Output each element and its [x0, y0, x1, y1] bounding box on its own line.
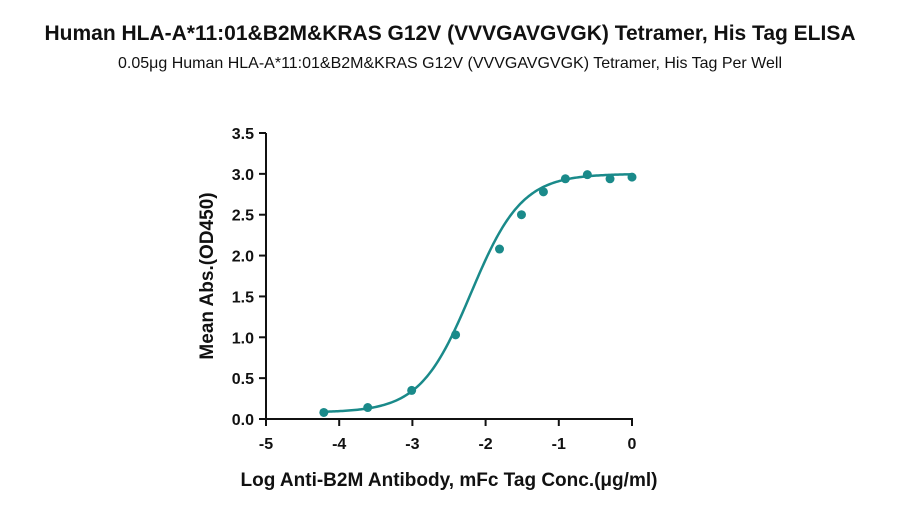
y-axis-ticks: 0.0 0.5 1.0 1.5 2.0 2.5 3.0 3.5 — [232, 126, 266, 429]
x-tick-label: -3 — [405, 436, 419, 453]
y-axis-label: Mean Abs.(OD450) — [197, 192, 218, 359]
data-point — [560, 174, 570, 184]
x-tick-label: -5 — [259, 436, 273, 453]
data-point — [319, 407, 329, 417]
x-tick-label: -2 — [478, 436, 492, 453]
data-point — [605, 174, 615, 184]
x-axis-label: Log Anti-B2M Antibody, mFc Tag Conc.(μg/… — [241, 470, 658, 491]
y-tick-label: 1.0 — [232, 330, 254, 347]
data-point — [516, 210, 526, 220]
chart-title: Human HLA-A*11:01&B2M&KRAS G12V (VVVGAVG… — [44, 22, 856, 45]
chart-subtitle: 0.05μg Human HLA-A*11:01&B2M&KRAS G12V (… — [117, 55, 782, 72]
x-tick-label: -1 — [552, 436, 566, 453]
y-tick-label: 3.0 — [232, 167, 254, 184]
data-points — [319, 170, 637, 417]
axes — [265, 133, 633, 420]
fit-curve — [323, 173, 633, 413]
data-point — [538, 187, 548, 197]
x-tick-label: 0 — [628, 436, 637, 453]
y-tick-label: 1.5 — [232, 289, 254, 306]
data-point — [495, 244, 505, 254]
y-tick-label: 2.0 — [232, 249, 254, 266]
data-point — [451, 330, 461, 340]
data-point — [363, 403, 373, 413]
x-axis-ticks: -5 -4 -3 -2 -1 0 — [259, 419, 637, 453]
y-tick-label: 0.0 — [232, 412, 254, 429]
y-tick-label: 2.5 — [232, 208, 254, 225]
y-tick-label: 0.5 — [232, 371, 254, 388]
data-point — [407, 385, 417, 395]
x-tick-label: -4 — [332, 436, 346, 453]
data-point — [627, 172, 637, 182]
y-tick-label: 3.5 — [232, 126, 254, 143]
data-point — [582, 170, 592, 180]
